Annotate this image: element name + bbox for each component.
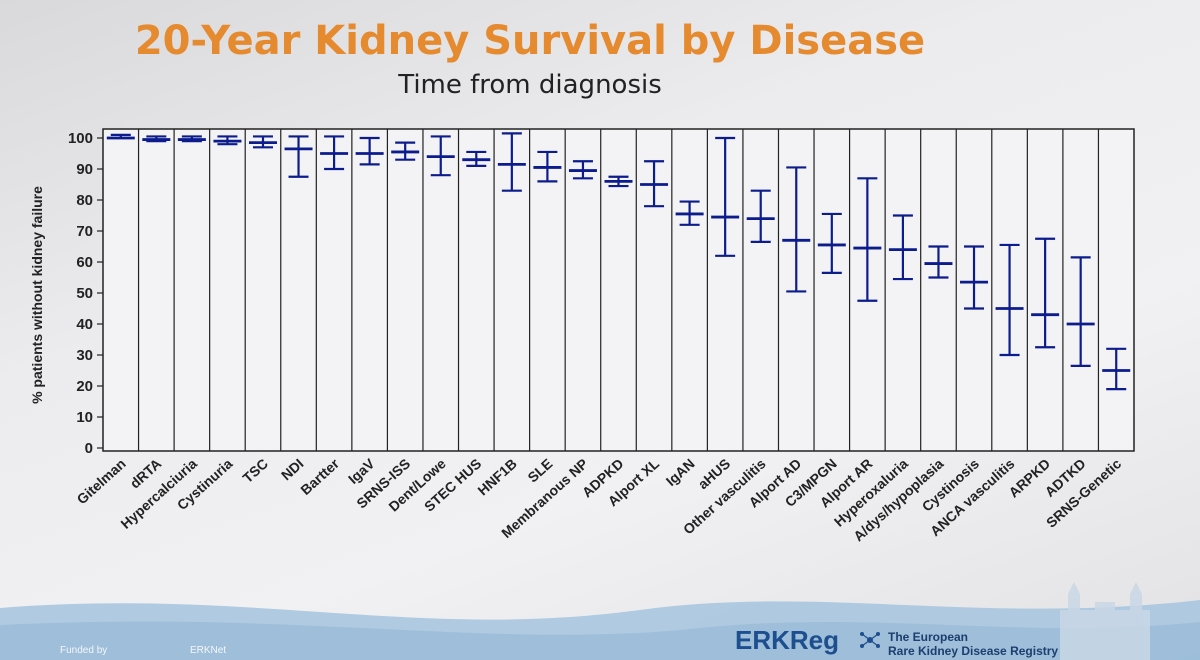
error-bar-ahus (711, 136, 740, 257)
error-bar-hypercalciuria (177, 135, 206, 143)
y-tick-label: 60 (76, 254, 93, 271)
y-tick-label: 40 (76, 316, 93, 333)
error-bar-hyperoxaluria (888, 214, 917, 281)
funded-by-text: Funded by (60, 645, 108, 656)
error-bar-drta (142, 135, 171, 143)
error-bar-bartter (320, 135, 349, 171)
y-axis-label: % patients without kidney failure (29, 186, 45, 404)
error-bar-sle (533, 150, 562, 183)
y-tick-label: 100 (68, 130, 93, 147)
error-bar-alport-ar (853, 177, 882, 302)
y-tick-label: 80 (76, 192, 93, 209)
error-bar-alport-xl (640, 160, 669, 208)
y-tick-label: 50 (76, 285, 93, 302)
y-tick-label: 20 (76, 378, 93, 395)
error-bar-adtkd (1066, 256, 1095, 367)
error-bars (106, 132, 1131, 391)
registry-line2: Rare Kidney Disease Registry (888, 644, 1059, 658)
x-tick-label: TSC (239, 455, 271, 486)
x-tick-label: IgAN (663, 455, 698, 489)
erknet-text: ERKNet (190, 645, 227, 656)
cathedral-illustration (1060, 582, 1150, 660)
error-bar-ndi (284, 135, 313, 178)
error-bar-membranous-np (568, 160, 597, 180)
registry-name: The European Rare Kidney Disease Registr… (888, 630, 1058, 658)
y-tick-label: 0 (85, 440, 93, 457)
y-tick-label: 30 (76, 347, 93, 364)
registry-network-icon (860, 632, 880, 648)
error-bar-stec-hus (462, 150, 491, 167)
error-bar-cystinuria (213, 135, 242, 146)
error-bar-gitelman (106, 133, 135, 140)
error-bar-cystinosis (960, 245, 989, 310)
footer-wave (0, 600, 1200, 660)
y-tick-label: 70 (76, 223, 93, 240)
error-bar-hnf1b (497, 132, 526, 192)
error-bar-a-dys-hypoplasia (924, 245, 953, 279)
registry-line1: The European (888, 630, 969, 644)
error-bar-c3-mpgn (817, 212, 846, 274)
error-bar-igav (355, 136, 384, 166)
error-bar-adpkd (604, 175, 633, 188)
y-tick-label: 90 (76, 161, 93, 178)
x-tick-label: NDI (278, 455, 307, 483)
x-tick-label: HNF1B (474, 455, 519, 498)
error-bar-arpkd (1031, 237, 1060, 349)
vertical-gridlines (137, 129, 1100, 451)
error-bar-dent-lowe (426, 135, 455, 177)
error-bar-srns-iss (391, 141, 420, 161)
error-bar-tsc (248, 135, 277, 149)
error-bar-igan (675, 200, 704, 226)
y-tick-label: 10 (76, 409, 93, 426)
error-bar-other-vasculitis (746, 189, 775, 243)
error-bar-srns-genetic (1102, 347, 1131, 391)
y-axis-ticks: 0 10 20 30 40 50 60 70 80 90 100 (68, 130, 103, 457)
erkreg-logo: ERKReg (735, 625, 840, 655)
x-tick-label: Gitelman (74, 455, 129, 507)
error-bar-alport-ad (782, 166, 811, 293)
error-bar-anca-vasculitis (995, 243, 1024, 357)
slide-subtitle: Time from diagnosis (398, 70, 662, 100)
slide-title: 20-Year Kidney Survival by Disease (134, 18, 926, 64)
x-tick-label: Bartter (297, 455, 342, 498)
